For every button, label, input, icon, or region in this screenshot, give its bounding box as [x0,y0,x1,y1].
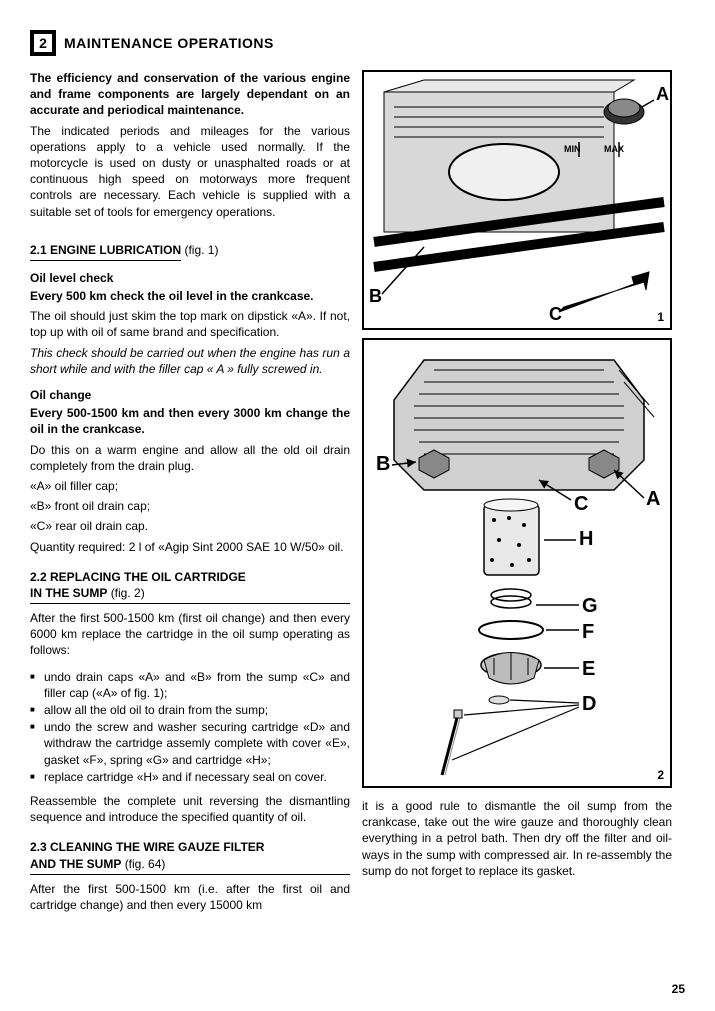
right-column: A MIN MAX B C 1 [362,70,672,923]
fig2-label-f: F [582,621,594,643]
oil-change-p3: Quantity required: 2 l of «Agip Sint 200… [30,539,350,555]
fig2-label-g: G [582,595,598,617]
section-2-2-heading: 2.2 REPLACING THE OIL CARTRIDGE IN THE S… [30,569,350,604]
fig1-max: MAX [604,144,624,154]
fig2-label-e: E [582,658,595,680]
s22-li4: replace cartridge «H» and if necessary s… [30,769,350,785]
section-2-3-line2: AND THE SUMP [30,857,121,871]
left-column: The efficiency and conservation of the v… [30,70,350,923]
s22-li1: undo drain caps «A» and «B» from the sum… [30,669,350,701]
oil-check-heading: Oil level check [30,270,350,286]
fig1-label-c: C [549,304,562,324]
s22-bullet-list: undo drain caps «A» and «B» from the sum… [30,669,350,785]
section-2-2-ref: (fig. 2) [111,586,145,600]
chapter-number: 2 [34,34,52,52]
figure-1-number: 1 [657,309,664,325]
section-2-3-line1: 2.3 CLEANING THE WIRE GAUZE FILTER [30,839,350,855]
section-2-1-title: 2.1 ENGINE LUBRICATION [30,242,181,261]
figure-2-svg: B A C H G [364,340,670,786]
s23-p1: After the first 500-1500 km (i.e. after … [30,881,350,913]
chapter-header: 2 MAINTENANCE OPERATIONS [30,30,685,56]
oil-change-heading: Oil change [30,387,350,403]
chapter-title: MAINTENANCE OPERATIONS [64,34,274,53]
figure-2-number: 2 [657,767,664,783]
section-2-2-line2: IN THE SUMP [30,586,107,600]
section-2-1-heading: 2.1 ENGINE LUBRICATION (fig. 1) [30,230,350,264]
fig1-min: MIN [564,144,581,154]
fig2-label-c: C [574,493,588,515]
section-2-1-ref: (fig. 1) [184,243,218,257]
s22-p2: Reassemble the complete unit reversing t… [30,793,350,825]
oil-change-p1: Every 500-1500 km and then every 3000 km… [30,405,350,437]
fig2-label-h: H [579,528,593,550]
intro-para-2: The indicated periods and mileages for t… [30,123,350,220]
oil-change-li2: «B» front oil drain cap; [30,498,350,514]
content-area: The efficiency and conservation of the v… [30,70,685,923]
s22-li2: allow all the old oil to drain from the … [30,702,350,718]
right-continuation-para: it is a good rule to dismantle the oil s… [362,798,672,879]
intro-para-1: The efficiency and conservation of the v… [30,70,350,119]
chapter-number-box: 2 [30,30,56,56]
section-2-3-ref: (fig. 64) [125,857,166,871]
fig1-arrow-c [559,272,649,312]
figure-2: B A C H G [362,338,672,788]
oil-change-p2: Do this on a warm engine and allow all t… [30,442,350,474]
figure-1: A MIN MAX B C 1 [362,70,672,330]
oil-change-li3: «C» rear oil drain cap. [30,518,350,534]
s22-li3: undo the screw and washer securing cartr… [30,719,350,768]
fig1-label-a: A [656,84,669,104]
fig2-label-b: B [376,453,390,475]
page-number: 25 [672,981,685,997]
oil-check-p1: Every 500 km check the oil level in the … [30,288,350,304]
section-2-3-heading: 2.3 CLEANING THE WIRE GAUZE FILTER AND T… [30,839,350,874]
s22-p1: After the first 500-1500 km (first oil c… [30,610,350,659]
fig2-label-a: A [646,488,660,510]
figure-1-svg: A MIN MAX B C [364,72,670,328]
fig1-label-b: B [369,286,382,306]
section-2-2-line1: 2.2 REPLACING THE OIL CARTRIDGE [30,569,350,585]
fig2-label-d: D [582,693,596,715]
oil-check-p2: The oil should just skim the top mark on… [30,308,350,340]
oil-change-li1: «A» oil filler cap; [30,478,350,494]
oil-check-p3: This check should be carried out when th… [30,345,350,377]
